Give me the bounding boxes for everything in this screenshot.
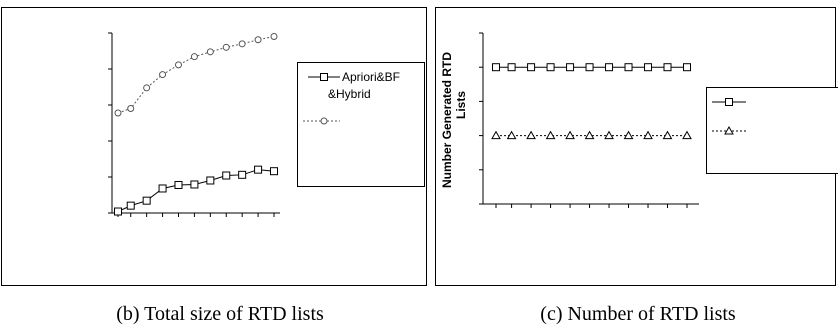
series-point-b-0	[142, 196, 151, 205]
series-point-b-1	[254, 36, 262, 44]
series-point-b-0	[174, 180, 183, 189]
chart-b-frame	[1, 7, 427, 286]
series-point-b-0	[190, 180, 199, 189]
series-point-b-1	[190, 53, 198, 61]
series-point-b-1	[174, 61, 182, 69]
series-point-b-0	[270, 167, 278, 176]
series-point-c-1	[506, 130, 517, 140]
series-point-c-0	[507, 63, 516, 72]
series-point-c-0	[566, 63, 575, 72]
series-point-c-1	[545, 130, 556, 140]
legend-b-marker-1	[320, 117, 328, 125]
series-point-c-0	[605, 63, 614, 72]
series-point-b-0	[254, 165, 263, 174]
series-point-c-0	[527, 63, 536, 72]
series-point-b-1	[270, 32, 278, 40]
series-point-c-1	[491, 130, 501, 140]
legend-b-label-0b: &Hybrid	[328, 87, 371, 101]
series-point-c-0	[585, 63, 594, 72]
series-point-c-1	[643, 130, 653, 140]
series-point-c-0	[644, 63, 653, 72]
y-axis-title-c-2: Lists	[454, 91, 468, 119]
legend-b-marker-0	[320, 73, 328, 81]
series-point-c-1	[584, 130, 595, 140]
series-point-b-0	[158, 184, 167, 193]
series-point-c-0	[546, 63, 555, 72]
legend-b-label-0: Apriori&BF	[342, 70, 400, 84]
chart-b-caption: (b) Total size of RTD lists	[116, 303, 324, 325]
legend-b	[297, 62, 425, 187]
series-point-c-1	[682, 130, 692, 140]
series-point-b-1	[222, 43, 230, 51]
legend-c-marker-1	[724, 125, 734, 135]
series-point-c-1	[526, 130, 536, 140]
series-point-b-1	[238, 40, 246, 48]
chart-c: Number Generated RTD Lists	[440, 32, 838, 208]
legend-c-marker-0	[725, 98, 733, 106]
series-line-b-0	[117, 169, 275, 212]
series-point-c-1	[623, 130, 634, 140]
series-point-c-0	[663, 63, 672, 72]
series-point-b-0	[206, 176, 215, 185]
series-point-b-1	[206, 48, 214, 56]
series-point-c-1	[604, 130, 614, 140]
series-point-b-0	[222, 171, 231, 180]
series-point-c-0	[492, 63, 500, 72]
chart-c-caption: (c) Number of RTD lists	[540, 303, 736, 325]
series-point-b-1	[143, 84, 151, 92]
series-point-c-0	[683, 63, 691, 72]
series-point-b-0	[114, 207, 122, 216]
series-line-b-1	[117, 35, 275, 114]
series-point-c-1	[662, 130, 673, 140]
series-point-c-1	[565, 130, 575, 140]
chart-b: Apriori&BF&Hybrid	[108, 32, 425, 217]
series-point-c-0	[624, 63, 633, 72]
series-point-b-0	[238, 170, 247, 179]
y-axis-title-c: Number Generated RTD	[440, 52, 454, 188]
series-point-b-1	[127, 104, 135, 112]
series-point-b-1	[159, 71, 167, 79]
series-point-b-1	[114, 109, 122, 117]
series-point-b-0	[126, 201, 135, 210]
